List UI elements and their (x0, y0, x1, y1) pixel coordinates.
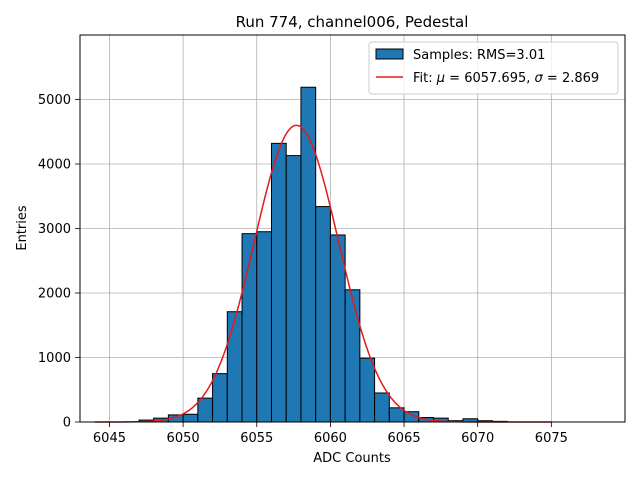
y-tick-label: 4000 (38, 158, 71, 173)
legend-histogram-label: Samples: RMS=3.01 (413, 48, 545, 63)
y-axis-ticks: 0 1000 2000 3000 4000 5000 (38, 93, 80, 431)
x-tick-label: 6075 (535, 431, 568, 446)
x-tick-label: 6050 (167, 431, 200, 446)
legend-sigma-symbol: σ (535, 71, 544, 86)
legend-histogram-swatch (375, 48, 404, 60)
y-tick-label: 5000 (38, 93, 71, 108)
chart-title: Run 774, channel006, Pedestal (236, 13, 469, 31)
legend-fit-label: Fit: μ = 6057.695, σ = 2.869 (413, 71, 599, 86)
x-axis-label: ADC Counts (313, 451, 391, 466)
legend: Samples: RMS=3.01 Fit: μ = 6057.695, σ =… (368, 41, 619, 95)
legend-fit-prefix: Fit: (413, 71, 437, 86)
legend-mu-value: 6057.695 (464, 71, 526, 86)
histogram-bar (344, 289, 361, 423)
legend-box (368, 41, 619, 95)
x-tick-label: 6065 (388, 431, 421, 446)
histogram-bar (388, 407, 405, 423)
x-tick-label: 6060 (314, 431, 347, 446)
legend-mu-symbol: μ (436, 71, 445, 86)
histogram-bar (212, 373, 228, 423)
y-tick-label: 1000 (38, 351, 71, 366)
y-axis-label: Entries (15, 205, 30, 251)
histogram-bar (315, 206, 331, 423)
y-tick-label: 2000 (38, 287, 71, 302)
histogram-bar (182, 413, 199, 423)
x-axis-ticks: 6045 6050 6055 6060 6065 6070 6075 (93, 422, 568, 446)
y-tick-label: 3000 (38, 222, 71, 237)
histogram-bar (226, 311, 243, 423)
histogram-bar (270, 142, 287, 423)
x-tick-label: 6055 (240, 431, 273, 446)
histogram-bar (359, 357, 376, 423)
legend-sigma-value: 2.869 (562, 71, 599, 86)
x-tick-label: 6045 (93, 431, 126, 446)
histogram-bar (374, 392, 390, 423)
histogram-bars (138, 86, 508, 423)
histogram-bar (285, 155, 302, 423)
histogram-bar (197, 397, 214, 423)
histogram-bar (256, 231, 272, 423)
x-tick-label: 6070 (461, 431, 494, 446)
y-tick-label: 0 (63, 416, 71, 431)
